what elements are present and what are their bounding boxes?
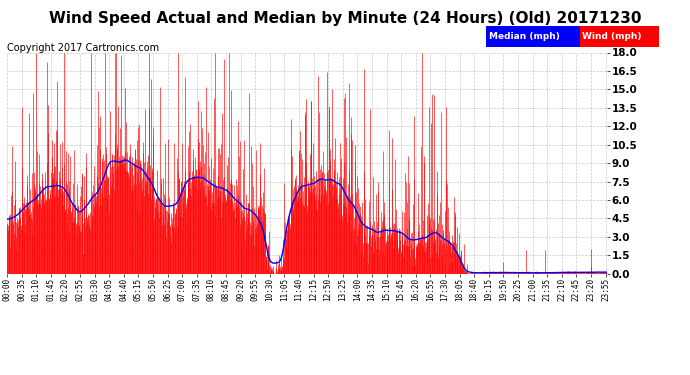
Text: Wind (mph): Wind (mph)	[582, 32, 641, 41]
Text: Copyright 2017 Cartronics.com: Copyright 2017 Cartronics.com	[7, 43, 159, 53]
Text: Median (mph): Median (mph)	[489, 32, 560, 41]
Text: Wind Speed Actual and Median by Minute (24 Hours) (Old) 20171230: Wind Speed Actual and Median by Minute (…	[49, 11, 641, 26]
